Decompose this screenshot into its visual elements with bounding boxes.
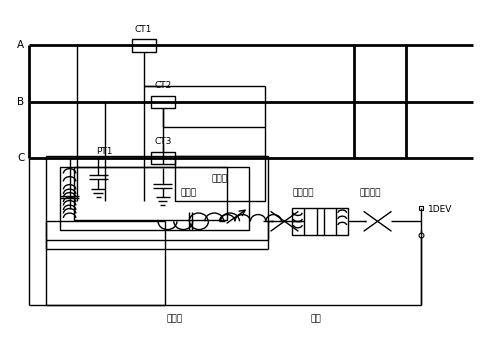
Bar [132, 39, 156, 52]
Text: 测试仪: 测试仪 [212, 174, 228, 183]
Text: 试验变: 试验变 [167, 314, 183, 323]
Text: CT3: CT3 [154, 137, 171, 146]
Bar [292, 208, 304, 235]
Text: 空气开关: 空气开关 [293, 188, 314, 197]
Bar [151, 152, 175, 164]
Text: CT1: CT1 [135, 25, 152, 34]
Text: 1DEV: 1DEV [428, 205, 452, 214]
Bar [60, 167, 249, 230]
Text: A: A [17, 41, 25, 50]
Bar [46, 156, 268, 240]
Bar [151, 96, 175, 108]
Bar [74, 167, 227, 220]
Text: C: C [17, 153, 25, 163]
Text: B: B [17, 97, 25, 107]
Text: 断变: 断变 [310, 314, 321, 323]
Text: CT2: CT2 [154, 81, 171, 90]
Bar [175, 156, 265, 201]
Text: 断变开关: 断变开关 [360, 188, 381, 197]
Text: 调压器: 调压器 [181, 188, 197, 197]
Text: PT1: PT1 [96, 147, 113, 156]
Bar [336, 208, 348, 235]
